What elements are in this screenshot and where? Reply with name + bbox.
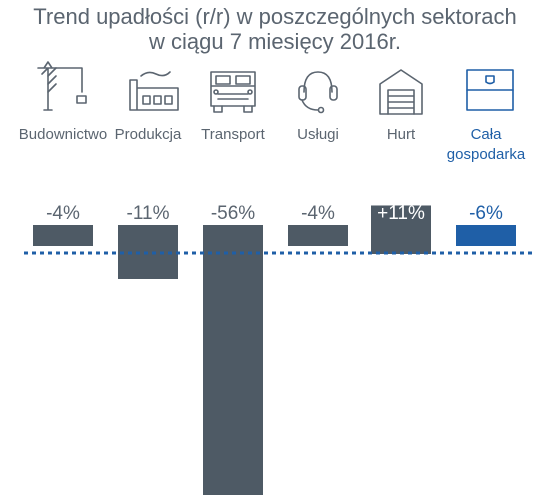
factory-icon: [129, 71, 179, 111]
value-label: -56%: [211, 203, 255, 224]
flag-icon: [466, 69, 514, 111]
category-labels: Budownictwo Produkcja Transport Usługi Hurt C…: [19, 126, 526, 163]
chart-title: Trend upadłości (r/r) w poszczególnych s…: [0, 4, 550, 54]
warehouse-icon: [379, 69, 423, 115]
category-label: Transport: [201, 126, 265, 143]
value-labels: -4% -11% -56% -4% +11% -6%: [46, 203, 503, 224]
category-label: Cała: [471, 126, 503, 143]
category-label: Usługi: [297, 126, 339, 143]
chart-title-line-2: w ciągu 7 miesięcy 2016r.: [149, 29, 401, 54]
category-label: Hurt: [387, 126, 416, 143]
bars: [33, 205, 516, 495]
truck-icon: [210, 71, 256, 113]
category-label: Budownictwo: [19, 126, 107, 143]
headset-icon: [298, 71, 338, 114]
bar-budownictwo: [33, 225, 93, 246]
value-label: +11%: [377, 203, 425, 224]
value-label: -6%: [469, 203, 503, 224]
bar-cała-gospodarka: [456, 225, 516, 246]
bar-transport: [203, 225, 263, 495]
value-label: -4%: [301, 203, 335, 224]
value-label: -4%: [46, 203, 80, 224]
crane-icon: [37, 61, 87, 111]
sector-icons: [37, 61, 514, 115]
value-label: -11%: [127, 203, 170, 224]
category-label: Produkcja: [115, 126, 182, 143]
bar-hurt: [371, 205, 431, 254]
chart-title-line-1: Trend upadłości (r/r) w poszczególnych s…: [33, 4, 517, 29]
bar-usługi: [288, 225, 348, 246]
category-label: gospodarka: [447, 146, 526, 163]
